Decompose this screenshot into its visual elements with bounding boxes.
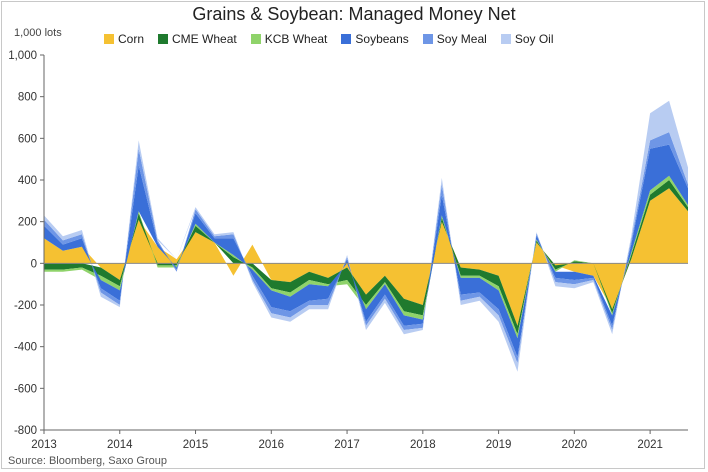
- x-tick-label: 2020: [562, 439, 588, 451]
- y-tick-label: -800: [14, 425, 37, 437]
- legend-swatch-soybeans: [341, 34, 352, 44]
- y-tick-label: -200: [14, 300, 37, 312]
- y-tick-label: 200: [18, 217, 37, 229]
- series-area-soybeans: [44, 144, 688, 358]
- y-tick-label: 600: [18, 133, 37, 145]
- x-tick-label: 2013: [31, 439, 57, 451]
- x-tick-label: 2017: [334, 439, 360, 451]
- x-tick-label: 2016: [258, 439, 284, 451]
- legend-label-kcb-wheat: KCB Wheat: [264, 32, 328, 46]
- y-tick-label: -600: [14, 383, 37, 395]
- y-axis-unit-label: 1,000 lots: [14, 27, 62, 39]
- series-area-kcb-wheat: [44, 175, 688, 339]
- y-tick-label: 1,000: [8, 50, 37, 62]
- legend-swatch-cme-wheat: [158, 34, 169, 44]
- series-area-corn: [44, 188, 688, 326]
- legend-item-corn: Corn: [104, 31, 144, 47]
- legend-item-soybeans: Soybeans: [341, 31, 409, 47]
- chart-title: Grains & Soybean: Managed Money Net: [192, 4, 516, 24]
- legend-label-corn: Corn: [118, 32, 145, 46]
- legend-item-cme-wheat: CME Wheat: [158, 31, 237, 47]
- series-area-cme-wheat: [44, 180, 688, 335]
- legend-swatch-corn: [104, 34, 114, 44]
- x-tick-label: 2021: [637, 439, 663, 451]
- legend: Corn CME Wheat KCB Wheat Soybeans Soy Me…: [104, 31, 554, 47]
- legend-swatch-soy-meal: [422, 34, 433, 44]
- legend-swatch-kcb-wheat: [250, 34, 261, 44]
- legend-label-soybeans: Soybeans: [355, 32, 409, 46]
- legend-swatch-soy-oil: [500, 34, 511, 44]
- y-tick-label: 400: [18, 175, 37, 187]
- legend-item-kcb-wheat: KCB Wheat: [250, 31, 328, 47]
- y-tick-label: -400: [14, 342, 37, 354]
- legend-item-soy-oil: Soy Oil: [500, 31, 554, 47]
- x-tick-label: 2014: [107, 439, 133, 451]
- x-tick-label: 2015: [183, 439, 209, 451]
- y-tick-label: 800: [18, 92, 37, 104]
- y-tick-label: 0: [31, 258, 37, 270]
- x-tick-label: 2019: [486, 439, 512, 451]
- legend-label-soy-oil: Soy Oil: [514, 32, 554, 46]
- x-tick-label: 2018: [410, 439, 436, 451]
- legend-label-soy-meal: Soy Meal: [436, 32, 487, 46]
- source-note: Source: Bloomberg, Saxo Group: [8, 455, 167, 467]
- legend-item-soy-meal: Soy Meal: [422, 31, 487, 47]
- legend-label-cme-wheat: CME Wheat: [172, 32, 237, 46]
